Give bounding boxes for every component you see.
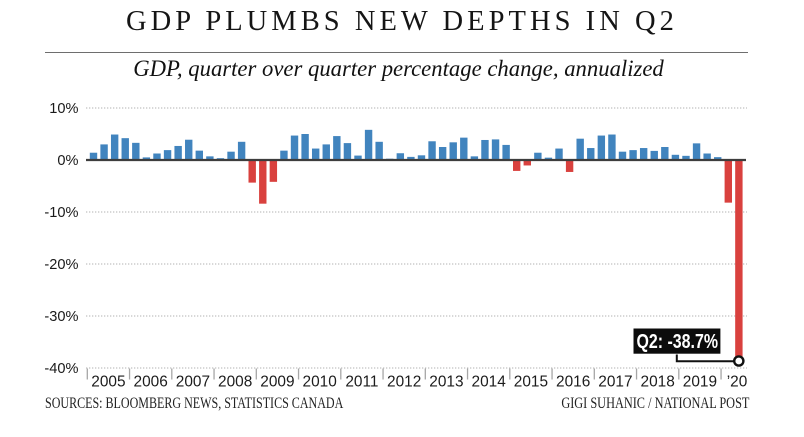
svg-text:2006: 2006 (134, 374, 168, 391)
svg-text:2014: 2014 (472, 374, 507, 391)
svg-text:2008: 2008 (218, 374, 252, 391)
svg-text:2010: 2010 (303, 374, 337, 391)
svg-text:Q2: -38.7%: Q2: -38.7% (637, 331, 719, 353)
svg-text:2007: 2007 (176, 374, 210, 391)
svg-text:-10%: -10% (44, 205, 78, 221)
svg-text:2015: 2015 (514, 374, 548, 391)
svg-text:2009: 2009 (260, 374, 294, 391)
svg-text:2005: 2005 (91, 374, 125, 391)
svg-text:2012: 2012 (387, 374, 421, 391)
svg-text:’20: ’20 (727, 374, 748, 391)
svg-text:2013: 2013 (429, 374, 463, 391)
svg-text:10%: 10% (49, 101, 78, 117)
svg-text:2018: 2018 (641, 374, 675, 391)
svg-text:2016: 2016 (556, 374, 590, 391)
svg-text:-40%: -40% (44, 361, 78, 377)
svg-text:2011: 2011 (345, 374, 378, 391)
svg-text:2019: 2019 (683, 374, 717, 391)
svg-text:-20%: -20% (44, 257, 78, 273)
svg-text:-30%: -30% (44, 309, 78, 325)
svg-text:0%: 0% (57, 153, 78, 169)
svg-text:2017: 2017 (598, 374, 632, 391)
